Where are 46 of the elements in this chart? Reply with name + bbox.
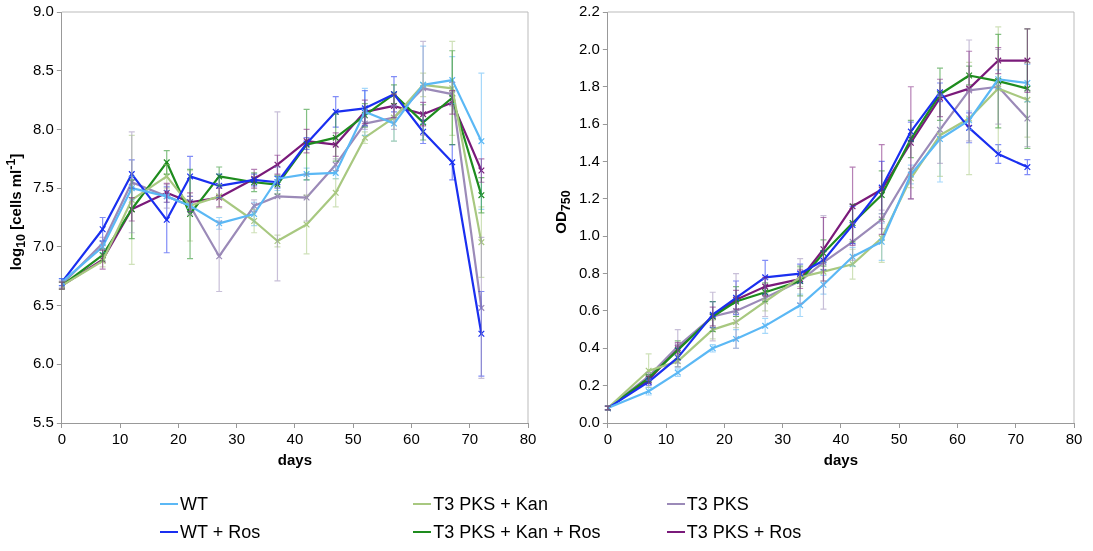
- y-tick-label: 0.8: [578, 263, 600, 281]
- x-tick-label: 20: [716, 430, 733, 448]
- y-tick-label: 2.0: [578, 39, 600, 57]
- x-tick-label: 20: [170, 430, 187, 448]
- x-tick-label: 40: [832, 430, 850, 448]
- x-tick-label: 50: [344, 430, 362, 448]
- legend-label: T3 PKS: [686, 493, 749, 515]
- y-tick-label: 0.0: [578, 413, 600, 431]
- y-tick-label: 8.5: [32, 60, 54, 78]
- x-tick-label: 10: [111, 430, 129, 448]
- x-tick-label: 10: [657, 430, 675, 448]
- y-tick-label: 8.0: [32, 119, 54, 137]
- y-tick-label: 0.2: [578, 375, 600, 393]
- y-tick-label: 1.0: [578, 226, 600, 244]
- y-tick-label: 6.0: [32, 354, 54, 372]
- x-tick-label: 70: [461, 430, 479, 448]
- legend-label: WT + Ros: [180, 521, 261, 543]
- x-tick-label: 80: [1065, 430, 1083, 448]
- x-tick-label: 60: [949, 430, 966, 448]
- x-tick-label: 30: [774, 430, 791, 448]
- y-tick-label: 0.4: [578, 338, 600, 356]
- x-axis-title: days: [277, 451, 313, 469]
- x-tick-label: 40: [286, 430, 304, 448]
- legend-label: WT: [180, 493, 208, 515]
- y-tick-label: 0.6: [578, 301, 600, 319]
- y-tick-label: 1.4: [578, 151, 600, 169]
- x-tick-label: 60: [403, 430, 420, 448]
- y-tick-label: 7.5: [32, 178, 54, 196]
- x-tick-label: 0: [603, 430, 613, 448]
- x-tick-label: 80: [519, 430, 537, 448]
- legend-label: T3 PKS + Kan: [433, 493, 548, 515]
- y-tick-label: 2.2: [578, 2, 600, 20]
- y-tick-label: 1.8: [578, 76, 600, 94]
- y-tick-label: 6.5: [32, 295, 54, 313]
- y-tick-label: 9.0: [32, 2, 54, 20]
- x-axis-title: days: [823, 451, 859, 469]
- x-tick-label: 50: [890, 430, 908, 448]
- y-tick-label: 1.2: [578, 188, 600, 206]
- legend-label: T3 PKS + Kan + Ros: [433, 521, 601, 543]
- x-tick-label: 70: [1007, 430, 1025, 448]
- y-tick-label: 1.6: [578, 114, 600, 132]
- x-tick-label: 0: [57, 430, 67, 448]
- legend-label: T3 PKS + Ros: [686, 521, 802, 543]
- x-tick-label: 30: [228, 430, 245, 448]
- y-tick-label: 5.5: [32, 413, 54, 431]
- y-tick-label: 7.0: [32, 237, 54, 254]
